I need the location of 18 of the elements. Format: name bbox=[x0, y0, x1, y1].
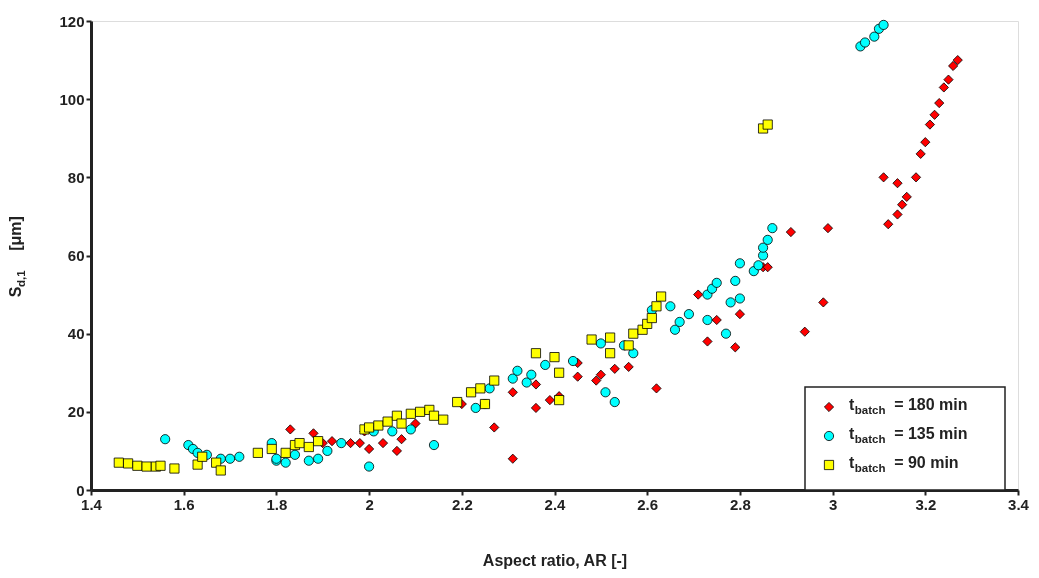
x-axis-title: Aspect ratio, AR [-] bbox=[482, 551, 628, 569]
y-tick-label: 20 bbox=[67, 403, 85, 421]
x-tick-label: 2.6 bbox=[637, 495, 659, 513]
y-tick-label: 120 bbox=[59, 12, 85, 30]
x-tick-label: 2.4 bbox=[544, 495, 567, 513]
x-tick-label: 2.8 bbox=[729, 495, 751, 513]
y-tick-label: 40 bbox=[67, 325, 85, 343]
x-tick-label: 2 bbox=[365, 495, 374, 513]
y-tick-label: 80 bbox=[67, 168, 85, 186]
y-tick-label: 100 bbox=[59, 90, 85, 108]
text: Sd,1 [μm] bbox=[7, 216, 27, 298]
x-tick-label: 1.8 bbox=[266, 495, 288, 513]
x-tick-label: 3.2 bbox=[915, 495, 937, 513]
y-tick-label: 60 bbox=[67, 247, 85, 264]
x-tick-label: 3 bbox=[828, 495, 838, 513]
x-tick-label: 3.4 bbox=[1008, 495, 1030, 513]
x-tick-label: 1.6 bbox=[173, 495, 195, 513]
x-tick-label: 2.2 bbox=[451, 495, 473, 513]
